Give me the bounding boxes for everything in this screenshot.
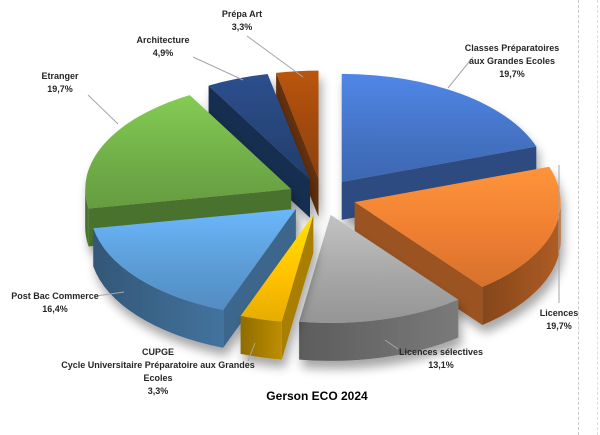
label-value: 4,9% xyxy=(152,48,174,58)
label-value: 3,3% xyxy=(231,22,253,32)
slice-top-face xyxy=(276,70,319,179)
label-value: 3,3% xyxy=(147,386,169,396)
slice-top-face xyxy=(208,74,310,180)
pie-slice-licences xyxy=(354,166,561,325)
label-text: Ecoles xyxy=(143,373,173,383)
label-value: 19,7% xyxy=(499,69,525,79)
leader-line-cupge xyxy=(247,342,256,362)
slice-cut-face xyxy=(281,214,314,360)
label-text: aux Grandes Ecoles xyxy=(468,56,556,66)
label-value: 19,7% xyxy=(546,321,572,331)
label-text: Licences sélectives xyxy=(398,347,484,357)
slice-top-face xyxy=(85,95,292,209)
leader-line-post-bac-commerce xyxy=(95,291,125,297)
slice-top-face xyxy=(354,166,561,287)
label-etranger: Etranger 19,7% xyxy=(41,70,78,96)
label-text: CUPGE xyxy=(141,347,174,357)
label-text: Architecture xyxy=(136,35,190,45)
label-architecture: Architecture 4,9% xyxy=(136,34,189,60)
slice-top-face xyxy=(240,214,314,322)
slice-rim xyxy=(482,202,561,325)
label-text: Classes Préparatoires xyxy=(464,43,560,53)
label-prepa-art: Prépa Art 3,3% xyxy=(222,8,262,34)
page-break-line-inner xyxy=(578,0,579,435)
slice-rim xyxy=(93,228,224,348)
leader-line-prepa-art xyxy=(246,35,304,78)
page-break-line-outer xyxy=(597,0,598,435)
label-text: Prépa Art xyxy=(221,9,263,19)
label-text: Cycle Universitaire Préparatoire aux Gra… xyxy=(61,360,255,370)
pie-slice-post-bac-commerce xyxy=(93,208,296,348)
label-value: 13,1% xyxy=(428,360,454,370)
label-licences: Licences 19,7% xyxy=(540,307,579,333)
leader-line-architecture xyxy=(192,56,244,81)
slice-rim xyxy=(240,315,282,360)
label-licences-selectives: Licences sélectives 13,1% xyxy=(399,346,483,372)
label-post-bac-commerce: Post Bac Commerce 16,4% xyxy=(11,290,99,316)
slice-rim xyxy=(299,299,459,361)
leader-line-classes-prepa xyxy=(447,56,474,89)
chart-title: Gerson ECO 2024 xyxy=(266,389,368,403)
slice-top-face xyxy=(299,214,459,323)
slice-cut-face xyxy=(223,208,296,348)
label-text: Etranger xyxy=(41,71,79,81)
label-cupge: CUPGE Cycle Universitaire Préparatoire a… xyxy=(61,346,255,398)
label-value: 16,4% xyxy=(42,304,68,314)
slice-rim xyxy=(85,189,89,247)
slice-top-face xyxy=(93,208,296,310)
leader-line-licences-selectives xyxy=(384,339,399,350)
label-text: Licences xyxy=(539,308,579,318)
label-text: Post Bac Commerce xyxy=(11,291,99,301)
leader-line-etranger xyxy=(87,94,119,125)
slice-cut-face xyxy=(354,202,483,325)
label-classes-prepa: Classes Préparatoires aux Grandes Ecoles… xyxy=(465,42,560,81)
pie-slice-licences-selectives xyxy=(299,214,459,361)
slice-top-face xyxy=(341,73,537,182)
label-value: 19,7% xyxy=(47,84,73,94)
pie-slice-cupge xyxy=(240,214,314,360)
